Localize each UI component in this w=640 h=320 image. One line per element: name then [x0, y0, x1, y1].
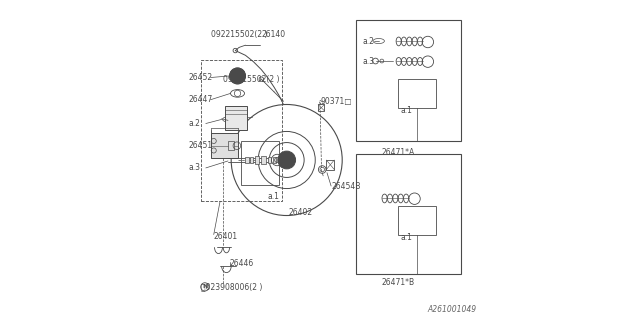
Text: 092215502(2 ): 092215502(2 ) — [211, 30, 267, 39]
Text: N: N — [202, 284, 207, 289]
Text: 26451: 26451 — [188, 141, 212, 150]
Text: a.2: a.2 — [188, 119, 200, 128]
Text: A261001049: A261001049 — [428, 305, 477, 314]
Text: 092215502(2 ): 092215502(2 ) — [223, 75, 280, 84]
Text: 26402: 26402 — [288, 208, 312, 217]
Text: 26471*B: 26471*B — [381, 278, 414, 287]
Text: a.1: a.1 — [401, 106, 413, 115]
Bar — [261, 156, 266, 164]
Text: a.3: a.3 — [363, 57, 375, 66]
Circle shape — [230, 68, 246, 84]
Text: 26471*A: 26471*A — [381, 148, 414, 156]
Bar — [246, 156, 248, 164]
Text: a.2: a.2 — [363, 36, 374, 45]
Text: a.3: a.3 — [188, 164, 200, 172]
Bar — [255, 156, 259, 164]
Text: a.1: a.1 — [401, 233, 413, 242]
Bar — [356, 154, 461, 274]
Circle shape — [278, 151, 296, 169]
Text: 26454B: 26454B — [331, 182, 360, 191]
Text: 26401: 26401 — [214, 232, 238, 241]
Bar — [211, 133, 237, 158]
Text: ⓝ023908006(2 ): ⓝ023908006(2 ) — [201, 282, 262, 292]
Text: 26447: 26447 — [188, 95, 212, 104]
Text: a.1: a.1 — [268, 192, 280, 201]
Bar — [273, 157, 276, 163]
Bar — [326, 160, 334, 170]
Bar — [250, 157, 253, 163]
Text: 26140: 26140 — [261, 30, 285, 39]
Bar — [397, 79, 436, 108]
Text: 26446: 26446 — [230, 259, 254, 268]
Bar — [268, 156, 271, 164]
Text: 90371□: 90371□ — [320, 97, 351, 106]
Bar — [318, 105, 324, 111]
Bar — [225, 106, 247, 130]
Text: 26452: 26452 — [188, 73, 212, 82]
Bar — [397, 206, 436, 235]
Bar — [201, 60, 282, 201]
Bar — [228, 141, 234, 150]
Bar — [241, 141, 279, 185]
Bar — [356, 20, 461, 141]
